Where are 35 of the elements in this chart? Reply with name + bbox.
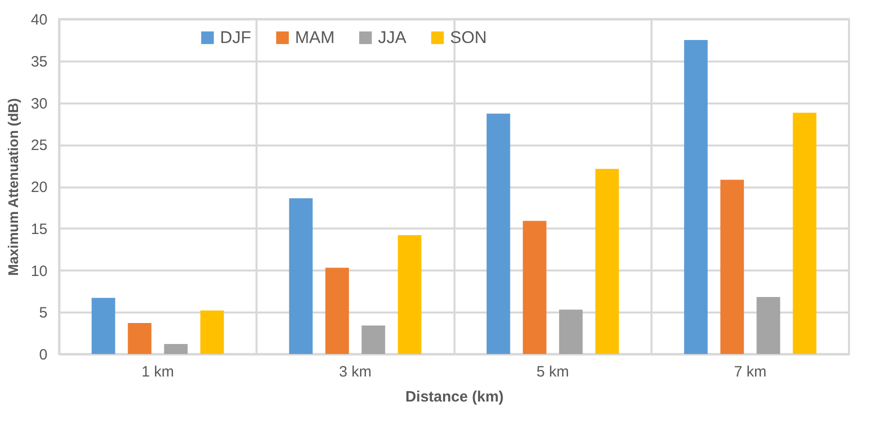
bar <box>486 114 510 354</box>
legend-label: JJA <box>378 28 407 47</box>
bar <box>200 310 224 354</box>
bar <box>522 220 546 354</box>
x-tick-label: 5 km <box>536 364 570 380</box>
x-axis-title: Distance (km) <box>405 388 504 406</box>
y-tick-label: 35 <box>30 53 48 70</box>
bar <box>720 180 744 354</box>
y-tick-label: 30 <box>30 95 48 112</box>
bar <box>325 268 349 354</box>
bar <box>289 198 313 354</box>
bar <box>398 235 422 354</box>
legend-label: MAM <box>295 28 335 47</box>
bar <box>164 344 188 354</box>
x-tick-label: 1 km <box>141 364 174 380</box>
y-tick-label: 0 <box>39 346 48 364</box>
bar <box>128 323 152 354</box>
y-tick-label: 40 <box>30 12 48 28</box>
y-tick-label: 15 <box>30 220 48 238</box>
bar <box>756 297 780 354</box>
y-axis-title: Maximum Attenuation (dB) <box>4 98 21 276</box>
y-tick-label: 25 <box>30 137 48 154</box>
y-tick-label: 20 <box>30 179 48 196</box>
bar <box>792 112 816 354</box>
bar <box>595 168 619 354</box>
bar <box>362 326 386 354</box>
x-tick-label: 3 km <box>338 364 372 380</box>
bar <box>559 310 583 354</box>
legend-label: DJF <box>220 28 252 47</box>
legend-label: SON <box>450 28 487 47</box>
bar <box>92 298 116 354</box>
y-tick-label: 5 <box>39 304 48 322</box>
x-tick-label: 7 km <box>734 364 767 380</box>
y-tick-label: 10 <box>30 262 48 280</box>
bar <box>684 40 708 354</box>
